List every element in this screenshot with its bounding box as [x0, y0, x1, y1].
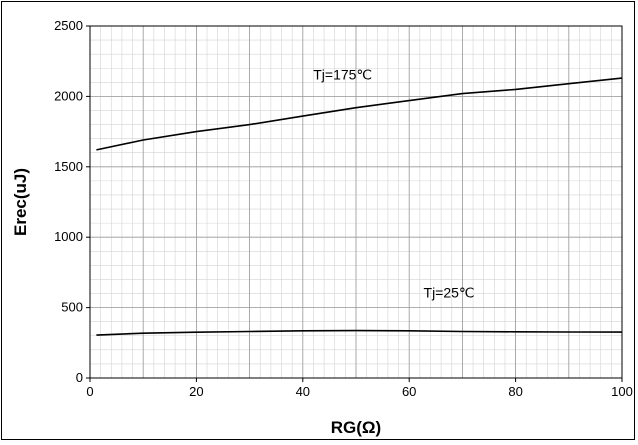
x-axis-ticks: 0 20 40 60 80 100 — [86, 378, 633, 399]
plot-area — [89, 25, 623, 379]
y-tick-label: 1000 — [54, 229, 83, 244]
y-tick-label: 2500 — [54, 18, 83, 33]
x-tick-label: 0 — [86, 384, 93, 399]
annotation-group: Tj=175℃ Tj=25℃ — [313, 67, 474, 301]
y-tick-label: 500 — [61, 300, 83, 315]
x-tick-label: 80 — [508, 384, 522, 399]
y-tick-label: 0 — [76, 370, 83, 385]
x-tick-label: 40 — [296, 384, 310, 399]
series-group — [96, 77, 623, 336]
x-axis-title: RG(Ω) — [331, 418, 381, 437]
y-tick-label: 1500 — [54, 159, 83, 174]
y-tick-label: 2000 — [54, 88, 83, 103]
series-line-2 — [96, 329, 623, 336]
series-line-1 — [96, 77, 623, 151]
x-tick-label: 60 — [402, 384, 416, 399]
series-annotation-1: Tj=175℃ — [313, 67, 372, 83]
series-annotation-2: Tj=25℃ — [424, 285, 475, 301]
y-axis-ticks: 0 500 1000 1500 2000 2500 — [54, 18, 90, 385]
x-tick-label: 20 — [189, 384, 203, 399]
x-tick-label: 100 — [611, 384, 633, 399]
y-axis-title: Erec(uJ) — [11, 168, 30, 236]
